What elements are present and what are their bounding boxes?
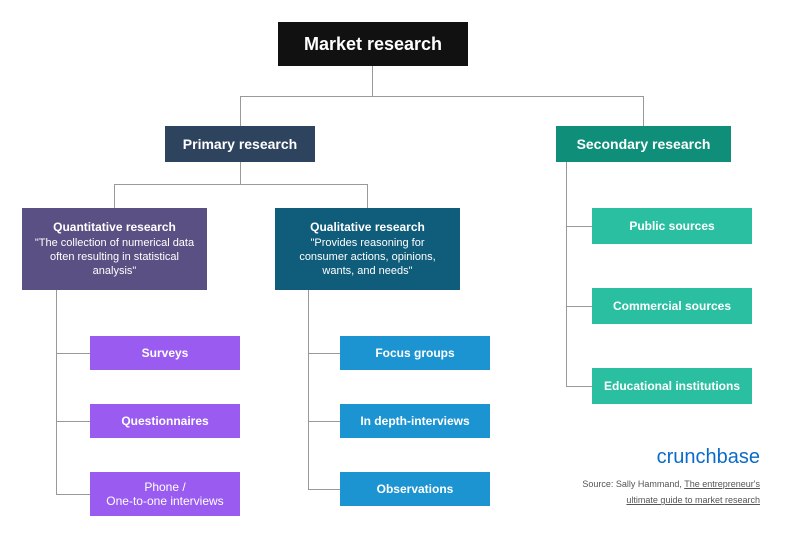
source-prefix: Source: Sally Hammand, [582, 479, 684, 489]
conn [367, 184, 368, 208]
conn [566, 386, 592, 387]
node-qual: Qualitative research "Provides reasoning… [275, 208, 460, 290]
conn [56, 353, 90, 354]
node-qual-title: Qualitative research [310, 220, 425, 234]
node-phone: Phone / One-to-one interviews [90, 472, 240, 516]
node-public-title: Public sources [629, 219, 714, 233]
node-root-title: Market research [304, 34, 442, 55]
node-quant-title: Quantitative research [53, 220, 176, 234]
node-edu: Educational institutions [592, 368, 752, 404]
conn [308, 353, 340, 354]
node-public: Public sources [592, 208, 752, 244]
node-obs-title: Observations [377, 482, 454, 496]
conn [566, 162, 567, 386]
node-quant-desc: "The collection of numerical data often … [32, 236, 197, 279]
conn [308, 290, 309, 489]
conn [308, 489, 340, 490]
conn [56, 494, 90, 495]
node-focus: Focus groups [340, 336, 490, 370]
node-questionnaires: Questionnaires [90, 404, 240, 438]
source-attribution: Source: Sally Hammand, The entrepreneur'… [530, 476, 760, 508]
source-link-1: The entrepreneur's [684, 479, 760, 489]
node-focus-title: Focus groups [375, 346, 454, 360]
node-phone-desc: One-to-one interviews [106, 494, 223, 508]
conn [372, 66, 373, 96]
node-indepth-title: In depth-interviews [360, 414, 469, 428]
source-link-2: ultimate guide to market research [626, 495, 760, 505]
conn [240, 96, 241, 126]
node-indepth: In depth-interviews [340, 404, 490, 438]
conn [56, 421, 90, 422]
node-phone-title: Phone / [144, 480, 185, 494]
crunchbase-logo: crunchbase [657, 446, 760, 469]
conn [643, 96, 644, 126]
node-secondary-title: Secondary research [577, 136, 711, 152]
node-commercial: Commercial sources [592, 288, 752, 324]
node-surveys-title: Surveys [142, 346, 189, 360]
conn [56, 290, 57, 494]
node-edu-title: Educational institutions [604, 379, 740, 393]
conn [566, 306, 592, 307]
conn [240, 162, 241, 184]
node-primary-title: Primary research [183, 136, 297, 152]
node-secondary: Secondary research [556, 126, 731, 162]
conn [308, 421, 340, 422]
node-surveys: Surveys [90, 336, 240, 370]
node-quant: Quantitative research "The collection of… [22, 208, 207, 290]
conn [566, 226, 592, 227]
conn [114, 184, 368, 185]
node-root: Market research [278, 22, 468, 66]
node-questionnaires-title: Questionnaires [121, 414, 208, 428]
node-commercial-title: Commercial sources [613, 299, 731, 313]
conn [240, 96, 644, 97]
conn [114, 184, 115, 208]
node-qual-desc: "Provides reasoning for consumer actions… [285, 236, 450, 279]
node-primary: Primary research [165, 126, 315, 162]
node-obs: Observations [340, 472, 490, 506]
